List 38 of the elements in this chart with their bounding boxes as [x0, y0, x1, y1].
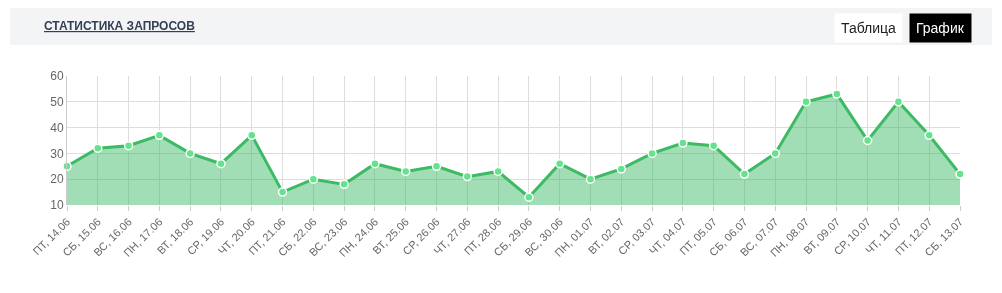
point [493, 166, 503, 177]
point [678, 138, 688, 148]
point [585, 174, 596, 184]
point [277, 187, 288, 197]
y-tick-label: 20 [50, 172, 64, 187]
point [554, 158, 565, 169]
point [462, 171, 473, 182]
point [708, 140, 719, 151]
y-tick-label: 30 [50, 146, 64, 161]
y-tick-label: 40 [50, 120, 64, 135]
point [123, 140, 134, 151]
point [739, 169, 750, 179]
point [832, 89, 842, 99]
point [247, 130, 257, 141]
text: График [916, 20, 965, 36]
point [431, 161, 442, 172]
point [955, 169, 965, 179]
point [370, 158, 380, 169]
point [185, 148, 195, 159]
point [616, 164, 627, 174]
chart-title: СТАТИСТИКА ЗАПРОСОВ [44, 19, 196, 33]
point [647, 148, 657, 159]
point [154, 130, 165, 141]
point [524, 192, 534, 203]
point [216, 158, 226, 169]
y-tick-label: 10 [50, 198, 64, 213]
point [893, 97, 904, 107]
point [400, 166, 411, 177]
y-tick-label: 60 [50, 69, 64, 84]
point [770, 148, 780, 159]
point [801, 97, 811, 107]
point [862, 135, 873, 146]
text: Таблица [841, 20, 897, 36]
point [308, 174, 319, 184]
point [339, 179, 349, 190]
point [93, 143, 103, 153]
y-tick-label: 50 [50, 95, 64, 109]
point [924, 130, 934, 141]
